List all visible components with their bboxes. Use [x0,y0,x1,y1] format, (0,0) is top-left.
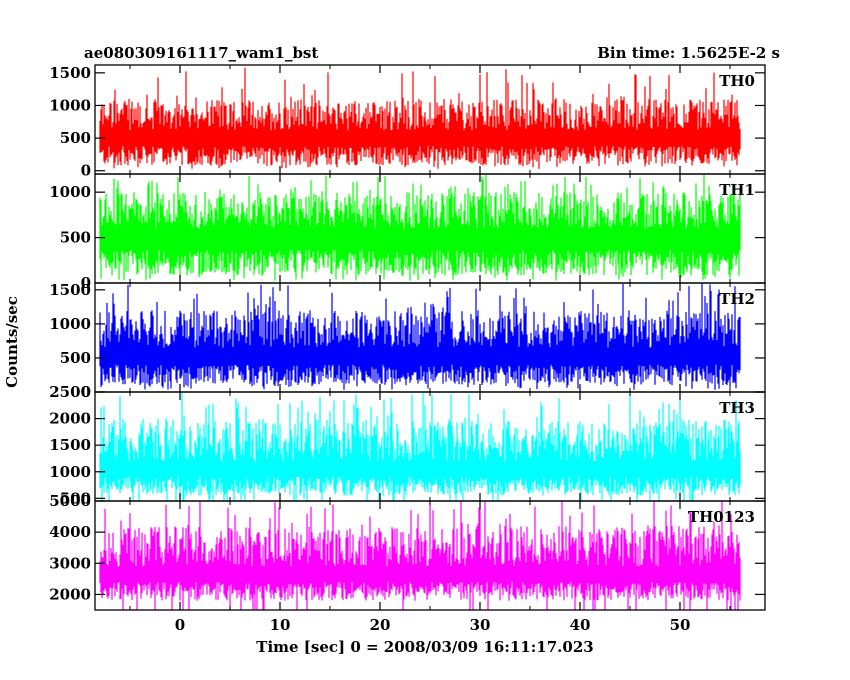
bin-time-label: Bin time: 1.5625E-2 s [597,44,780,62]
series-trace-th1 [99,174,741,281]
y-tick-label: 1500 [49,281,91,299]
panel-th3 [99,392,741,501]
x-tick-label: 50 [670,616,691,634]
y-tick-label: 0 [81,274,91,292]
y-tick-label: 2000 [49,585,91,603]
panel-label: TH1 [719,181,755,199]
series-trace-th2 [99,283,741,390]
panel-th1 [99,174,741,281]
panel-th2 [99,283,741,390]
series-trace-th0123 [99,501,741,610]
y-tick-label: 0 [81,383,91,401]
y-tick-label: 1000 [49,96,91,114]
y-tick-label: 500 [60,349,91,367]
series-trace-th0 [99,67,741,169]
y-tick-label: 0 [81,162,91,180]
x-tick-label: 20 [370,616,391,634]
chart-title: ae080309161117_wam1_bst [84,44,319,62]
panel-label: TH3 [719,399,755,417]
y-tick-label: 500 [60,229,91,247]
panel-th0 [99,67,741,169]
x-tick-label: 10 [270,616,291,634]
x-tick-label: 30 [470,616,491,634]
y-tick-label: 4000 [49,523,91,541]
y-tick-label: 1000 [49,183,91,201]
y-tick-label: 2000 [49,410,91,428]
panel-th0123 [99,501,741,610]
y-tick-label: 3000 [49,554,91,572]
x-tick-label: 0 [175,616,185,634]
y-tick-label: 2500 [49,383,91,401]
y-axis-label: Counts/sec [3,296,21,388]
series-trace-th3 [99,392,741,501]
y-tick-label: 1000 [49,315,91,333]
panel-label: TH2 [719,290,755,308]
x-axis-label: Time [sec] 0 = 2008/03/09 16:11:17.023 [256,638,594,656]
y-tick-label: 1000 [49,463,91,481]
y-tick-label: 1500 [49,64,91,82]
x-tick-label: 40 [570,616,591,634]
panel-label: TH0123 [688,508,755,526]
y-tick-label: 500 [60,129,91,147]
y-tick-label: 500 [60,489,91,507]
y-tick-label: 1500 [49,436,91,454]
panel-label: TH0 [719,72,755,90]
y-tick-label: 5000 [49,492,91,510]
